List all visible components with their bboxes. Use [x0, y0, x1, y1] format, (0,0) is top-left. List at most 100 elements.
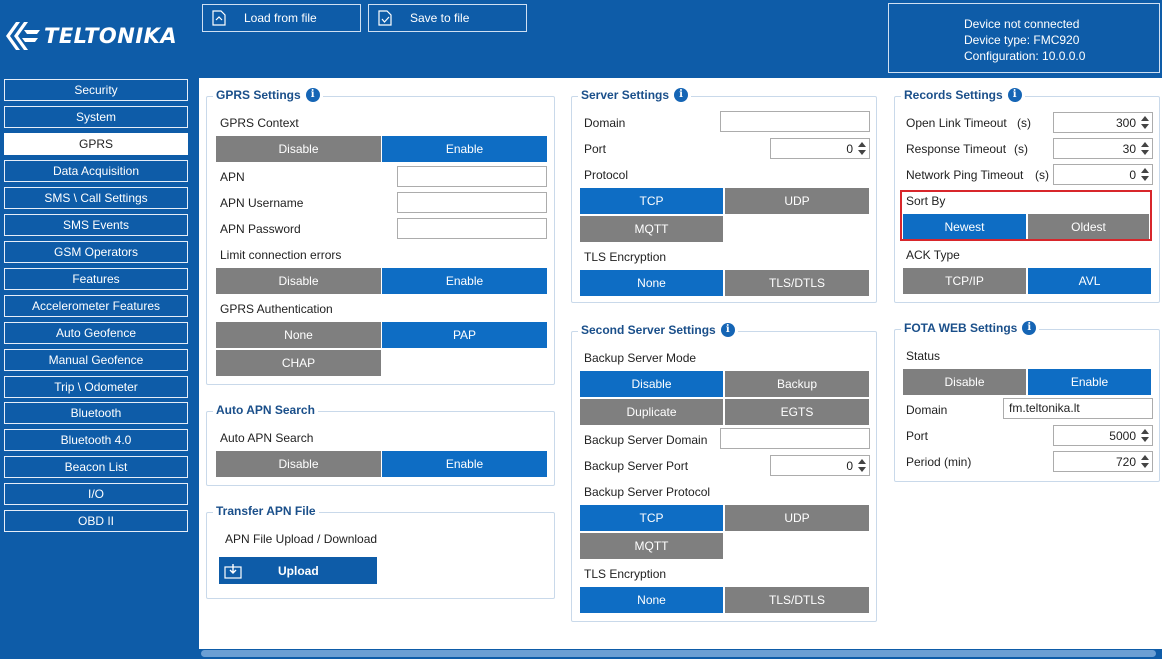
server-port-value: 0 — [846, 142, 853, 156]
fota-domain-label: Domain — [906, 403, 948, 417]
sidebar-item-bluetooth-4[interactable]: Bluetooth 4.0 — [4, 429, 188, 451]
sidebar-item-accelerometer-features[interactable]: Accelerometer Features — [4, 295, 188, 317]
auth-pap-button[interactable]: PAP — [382, 322, 547, 348]
spinner-arrows-icon[interactable] — [1139, 140, 1150, 157]
open-link-timeout-spinner[interactable]: 300 — [1053, 112, 1153, 133]
network-ping-timeout-unit: (s) — [1035, 168, 1049, 182]
fota-domain-input[interactable]: fm.teltonika.lt — [1003, 398, 1153, 419]
auto-apn-disable-button[interactable]: Disable — [216, 451, 381, 477]
backup-udp-button[interactable]: UDP — [725, 505, 869, 531]
backup-tls-dtls-button[interactable]: TLS/DTLS — [725, 587, 869, 613]
server-protocol-label: Protocol — [584, 168, 629, 182]
spinner-arrows-icon[interactable] — [1139, 166, 1150, 183]
save-to-file-button[interactable]: Save to file — [368, 4, 527, 32]
sidebar-item-features[interactable]: Features — [4, 268, 188, 290]
open-link-timeout-label: Open Link Timeout — [906, 116, 1007, 130]
info-icon[interactable]: i — [1022, 321, 1037, 335]
backup-mode-egts-button[interactable]: EGTS — [725, 399, 869, 425]
fota-port-spinner[interactable]: 5000 — [1053, 425, 1153, 446]
info-icon[interactable]: i — [720, 323, 735, 337]
open-link-timeout-unit: (s) — [1017, 116, 1031, 130]
sidebar-item-beacon-list[interactable]: Beacon List — [4, 456, 188, 478]
records-settings-title: Records Settings i — [901, 88, 1025, 102]
backup-mode-disable-button[interactable]: Disable — [580, 371, 723, 397]
upload-label: Upload — [278, 563, 319, 578]
limit-errors-disable-button[interactable]: Disable — [216, 268, 381, 294]
spinner-arrows-icon[interactable] — [1139, 114, 1150, 131]
sidebar-item-gprs[interactable]: GPRS — [4, 133, 188, 155]
server-udp-button[interactable]: UDP — [725, 188, 869, 214]
server-domain-input[interactable] — [720, 111, 870, 132]
backup-server-protocol-label: Backup Server Protocol — [584, 485, 711, 499]
load-file-icon — [212, 10, 226, 26]
load-from-file-button[interactable]: Load from file — [202, 4, 361, 32]
fota-web-settings-title-text: FOTA WEB Settings — [904, 321, 1018, 335]
gprs-authentication-label: GPRS Authentication — [220, 302, 333, 316]
info-icon[interactable]: i — [305, 88, 320, 102]
save-to-file-label: Save to file — [410, 11, 470, 25]
info-icon[interactable]: i — [674, 88, 689, 102]
backup-server-port-label: Backup Server Port — [584, 459, 689, 473]
transfer-apn-file-group: Transfer APN File — [206, 504, 555, 599]
backup-server-port-spinner[interactable]: 0 — [770, 455, 870, 476]
backup-tcp-button[interactable]: TCP — [580, 505, 723, 531]
spinner-arrows-icon[interactable] — [856, 140, 867, 157]
auto-apn-enable-button[interactable]: Enable — [382, 451, 547, 477]
apn-input[interactable] — [397, 166, 547, 187]
sidebar-item-obd-ii[interactable]: OBD II — [4, 510, 188, 532]
auth-chap-button[interactable]: CHAP — [216, 350, 381, 376]
sidebar-item-data-acquisition[interactable]: Data Acquisition — [4, 160, 188, 182]
fota-period-spinner[interactable]: 720 — [1053, 451, 1153, 472]
gprs-context-enable-button[interactable]: Enable — [382, 136, 547, 162]
auto-apn-search-label: Auto APN Search — [220, 431, 314, 445]
backup-server-mode-label: Backup Server Mode — [584, 351, 697, 365]
sidebar-item-sms-events[interactable]: SMS Events — [4, 214, 188, 236]
server-tls-none-button[interactable]: None — [580, 270, 723, 296]
server-port-spinner[interactable]: 0 — [770, 138, 870, 159]
sidebar-item-security[interactable]: Security — [4, 79, 188, 101]
backup-server-domain-input[interactable] — [720, 428, 870, 449]
response-timeout-value: 30 — [1122, 142, 1136, 156]
backup-tls-none-button[interactable]: None — [580, 587, 723, 613]
info-icon[interactable]: i — [1007, 88, 1022, 102]
sort-by-label: Sort By — [906, 194, 946, 208]
server-port-label: Port — [584, 142, 607, 156]
spinner-arrows-icon[interactable] — [856, 457, 867, 474]
spinner-arrows-icon[interactable] — [1139, 453, 1150, 470]
server-tcp-button[interactable]: TCP — [580, 188, 723, 214]
fota-period-label: Period (min) — [906, 455, 972, 469]
sidebar-item-bluetooth[interactable]: Bluetooth — [4, 402, 188, 424]
network-ping-timeout-label: Network Ping Timeout — [906, 168, 1024, 182]
response-timeout-spinner[interactable]: 30 — [1053, 138, 1153, 159]
apn-username-input[interactable] — [397, 192, 547, 213]
upload-icon — [224, 563, 242, 579]
sidebar-item-auto-geofence[interactable]: Auto Geofence — [4, 322, 188, 344]
sidebar-item-manual-geofence[interactable]: Manual Geofence — [4, 349, 188, 371]
server-mqtt-button[interactable]: MQTT — [580, 216, 723, 242]
fota-disable-button[interactable]: Disable — [903, 369, 1026, 395]
gprs-context-disable-button[interactable]: Disable — [216, 136, 381, 162]
sidebar-item-sms-call-settings[interactable]: SMS \ Call Settings — [4, 187, 188, 209]
ack-avl-button[interactable]: AVL — [1028, 268, 1151, 294]
ack-tcpip-button[interactable]: TCP/IP — [903, 268, 1026, 294]
auth-none-button[interactable]: None — [216, 322, 381, 348]
sidebar-item-system[interactable]: System — [4, 106, 188, 128]
top-bar: TELTONIKA Load from file Save to file De… — [0, 0, 1162, 78]
ack-type-label: ACK Type — [906, 248, 960, 262]
apn-password-input[interactable] — [397, 218, 547, 239]
upload-button[interactable]: Upload — [219, 557, 377, 584]
network-ping-timeout-spinner[interactable]: 0 — [1053, 164, 1153, 185]
sidebar-item-io[interactable]: I/O — [4, 483, 188, 505]
backup-mode-duplicate-button[interactable]: Duplicate — [580, 399, 723, 425]
limit-errors-enable-button[interactable]: Enable — [382, 268, 547, 294]
backup-mode-backup-button[interactable]: Backup — [725, 371, 869, 397]
sidebar-item-trip-odometer[interactable]: Trip \ Odometer — [4, 376, 188, 398]
horizontal-scrollbar[interactable] — [201, 650, 1156, 657]
fota-enable-button[interactable]: Enable — [1028, 369, 1151, 395]
spinner-arrows-icon[interactable] — [1139, 427, 1150, 444]
sort-oldest-button[interactable]: Oldest — [1028, 214, 1149, 240]
backup-mqtt-button[interactable]: MQTT — [580, 533, 723, 559]
sidebar-item-gsm-operators[interactable]: GSM Operators — [4, 241, 188, 263]
sort-newest-button[interactable]: Newest — [903, 214, 1026, 240]
server-tls-dtls-button[interactable]: TLS/DTLS — [725, 270, 869, 296]
